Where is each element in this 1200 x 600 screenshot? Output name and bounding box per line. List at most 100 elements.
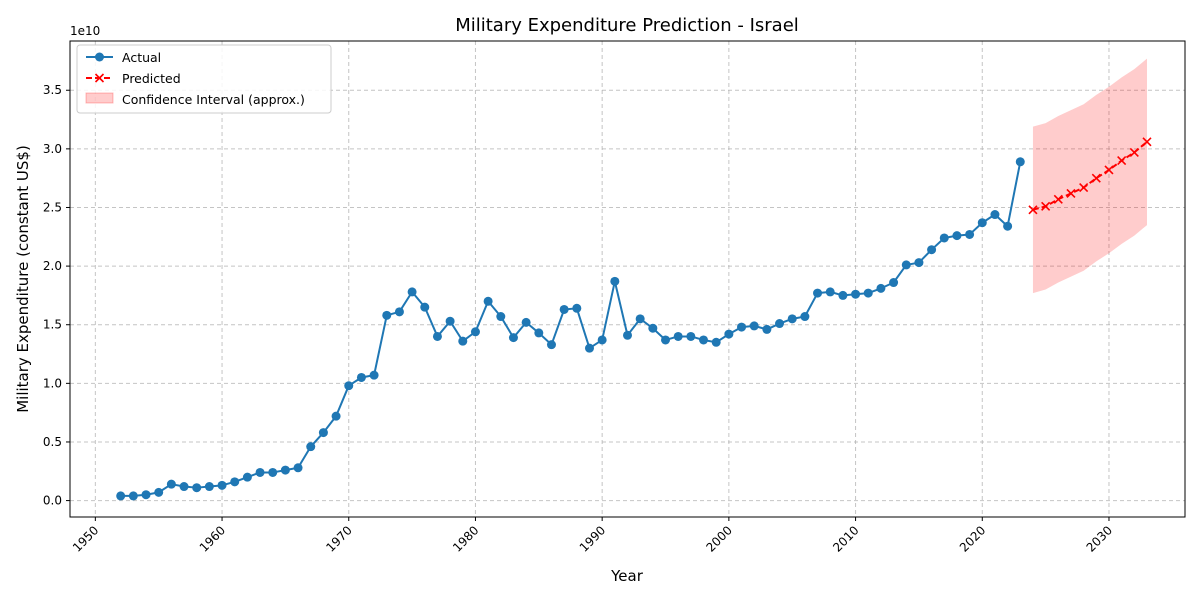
actual-point: [470, 327, 480, 337]
y-tick-label: 2.0: [43, 259, 62, 273]
actual-point: [496, 312, 506, 322]
chart-title: Military Expenditure Prediction - Israel: [455, 15, 799, 36]
predicted-point: [1091, 173, 1101, 183]
actual-point: [863, 288, 873, 298]
x-tick-label: 2030: [1084, 523, 1115, 554]
actual-point: [711, 337, 721, 347]
actual-point: [394, 307, 404, 317]
y-tick-label: 0.0: [43, 494, 62, 508]
actual-point: [648, 323, 658, 333]
legend-band-swatch: [85, 92, 114, 104]
confidence-band: [1032, 58, 1147, 294]
legend-band-label: Confidence Interval (approx.): [122, 92, 305, 107]
actual-point: [217, 480, 227, 490]
predicted-point: [1117, 156, 1127, 166]
y-axis-offset-label: 1e10: [70, 24, 100, 38]
x-tick-label: 1960: [197, 523, 228, 554]
actual-point: [432, 331, 442, 341]
actual-point: [458, 336, 468, 346]
actual-point: [192, 483, 202, 493]
actual-point: [800, 312, 810, 322]
actual-point: [775, 319, 785, 329]
predicted-point: [1129, 147, 1139, 157]
actual-point: [1003, 221, 1013, 231]
actual-point: [813, 288, 823, 298]
x-tick-label: 1970: [323, 523, 354, 554]
x-tick-label: 1990: [577, 523, 608, 554]
predicted-point: [1104, 165, 1114, 175]
legend-predicted-label: Predicted: [122, 71, 181, 86]
actual-point: [546, 340, 556, 350]
actual-point: [927, 245, 937, 255]
y-tick-label: 3.0: [43, 142, 62, 156]
actual-point: [420, 302, 430, 312]
confidence-band-area: [1032, 58, 1147, 294]
actual-point: [762, 324, 772, 334]
x-tick-label: 1950: [70, 523, 101, 554]
actual-point: [572, 303, 582, 313]
actual-point: [699, 335, 709, 345]
x-tick-label: 2020: [957, 523, 988, 554]
x-axis: 1950 1960 1970 1980 1990 2000 2010 2020 2030: [70, 517, 1115, 555]
y-axis-title: Military Expenditure (constant US$): [14, 145, 32, 413]
predicted-point: [1079, 182, 1089, 193]
actual-line: [120, 161, 1022, 497]
actual-point: [534, 328, 544, 338]
actual-point: [977, 218, 987, 228]
actual-point: [230, 477, 240, 487]
actual-point: [280, 465, 290, 475]
actual-point: [610, 276, 620, 286]
x-tick-label: 1980: [450, 523, 481, 554]
y-tick-label: 1.5: [43, 318, 62, 332]
actual-point: [293, 463, 303, 473]
actual-point: [318, 428, 328, 438]
predicted-point: [1053, 194, 1063, 204]
legend-predicted-marker: [94, 73, 105, 83]
actual-point: [889, 278, 899, 288]
actual-point: [914, 258, 924, 268]
actual-point: [623, 330, 632, 340]
actual-point: [635, 314, 645, 324]
actual-point: [255, 467, 265, 477]
legend-box: [76, 44, 332, 114]
actual-point: [597, 335, 607, 345]
actual-point: [952, 231, 962, 241]
actual-point: [851, 289, 861, 299]
predicted-line: [1032, 141, 1148, 211]
actual-point: [787, 314, 797, 324]
actual-point: [483, 296, 493, 306]
actual-point: [901, 260, 911, 270]
x-axis-title: Year: [610, 567, 644, 585]
actual-point: [382, 310, 392, 320]
actual-point: [965, 229, 975, 239]
actual-point: [939, 233, 949, 243]
predicted-point: [1066, 188, 1076, 198]
y-axis: 0.0 0.5 1.0 1.5 2.0 2.5 3.0 3.5: [43, 83, 70, 508]
actual-point: [876, 283, 886, 293]
actual-point: [990, 210, 1000, 220]
actual-point: [141, 490, 151, 500]
actual-point: [825, 287, 835, 297]
plot-frame: [69, 40, 1186, 518]
y-tick-label: 0.5: [43, 435, 62, 449]
actual-point: [268, 467, 278, 477]
series-predicted: [1028, 137, 1152, 215]
actual-point: [749, 321, 759, 331]
actual-point: [179, 482, 189, 492]
actual-point: [306, 442, 316, 452]
actual-point: [521, 317, 531, 327]
y-tick-label: 3.5: [43, 83, 62, 97]
actual-point: [445, 316, 455, 326]
actual-point: [724, 329, 734, 339]
y-tick-label: 1.0: [43, 376, 62, 390]
actual-point: [344, 381, 354, 391]
actual-point: [584, 343, 594, 353]
legend: Actual Predicted Confidence Interval (ap…: [76, 44, 332, 114]
predicted-point: [1028, 205, 1038, 215]
actual-point: [154, 487, 164, 497]
predicted-point: [1041, 201, 1051, 211]
x-tick-label: 2010: [830, 523, 861, 554]
actual-point: [166, 479, 176, 489]
series-layer: [116, 137, 1152, 501]
actual-point: [116, 491, 126, 501]
